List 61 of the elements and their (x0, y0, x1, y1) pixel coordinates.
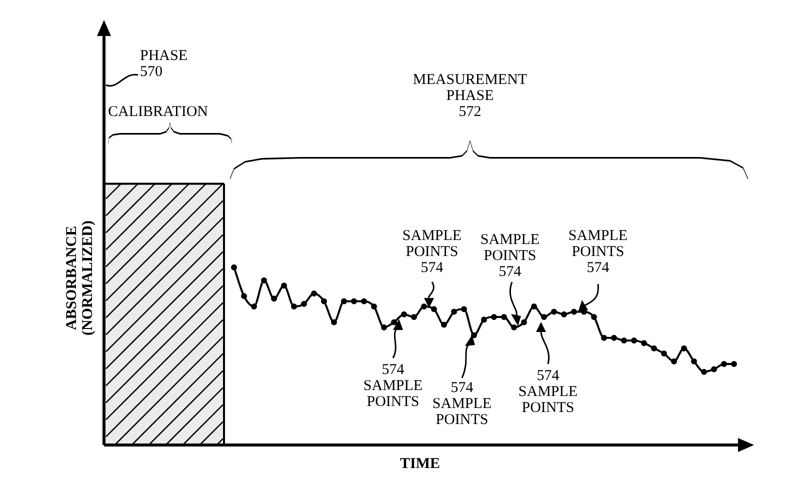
point (291, 304, 297, 310)
point (571, 308, 577, 315)
point (401, 311, 407, 318)
point (601, 334, 607, 341)
point (701, 368, 707, 375)
point (551, 308, 557, 315)
point (721, 361, 727, 367)
point (241, 293, 247, 300)
point (731, 361, 737, 367)
annotation: SAMPLE POINTS 574 (479, 232, 541, 280)
point (521, 319, 527, 326)
point (411, 314, 417, 320)
point (481, 316, 487, 323)
point (541, 314, 547, 320)
point (611, 334, 617, 341)
point (331, 319, 337, 326)
point (471, 332, 477, 338)
text: MEASUREMENT PHASE 572 (412, 72, 528, 120)
x-axis-title: TIME (398, 456, 441, 472)
point (651, 345, 657, 352)
point (271, 296, 277, 302)
point (461, 306, 467, 312)
point (621, 337, 627, 344)
point (661, 350, 667, 357)
point (261, 277, 267, 284)
annotation: 574 SAMPLE POINTS (517, 368, 579, 416)
y-axis-title: ABSORBANCE (NORMALIZED) (64, 220, 96, 338)
point (441, 322, 447, 328)
point (231, 264, 237, 270)
annotation: 574 SAMPLE POINTS (362, 362, 424, 410)
point (321, 298, 327, 304)
point (681, 345, 687, 352)
point (711, 366, 717, 372)
point (691, 358, 697, 364)
point (351, 298, 357, 304)
point (451, 308, 457, 315)
point (391, 319, 397, 326)
point (381, 324, 387, 330)
point (631, 337, 637, 344)
point (501, 314, 507, 320)
point (561, 311, 567, 318)
text: CALIBRATION (108, 104, 209, 120)
point (431, 306, 437, 312)
text: PHASE 570 (140, 48, 189, 80)
point (341, 298, 347, 304)
point (591, 314, 597, 320)
point (251, 304, 257, 310)
point (371, 304, 377, 310)
point (531, 304, 537, 310)
point (281, 282, 287, 289)
annotation: SAMPLE POINTS 574 (567, 228, 629, 276)
point (511, 324, 517, 330)
point (361, 298, 367, 304)
point (491, 314, 497, 320)
point (671, 358, 677, 364)
annotation: SAMPLE POINTS 574 (401, 228, 463, 276)
point (421, 304, 427, 310)
point (301, 300, 307, 307)
annotation: 574 SAMPLE POINTS (431, 380, 493, 428)
point (311, 290, 317, 296)
point (641, 340, 647, 346)
